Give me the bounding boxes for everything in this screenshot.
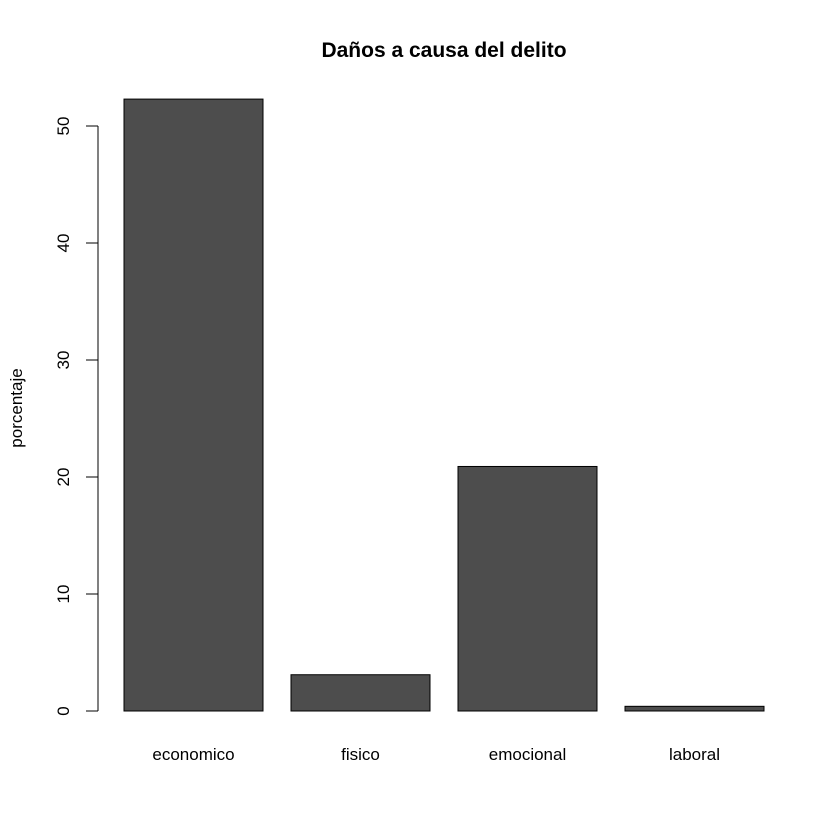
y-tick-label: 0 — [54, 706, 73, 715]
x-tick-label: economico — [152, 745, 234, 764]
y-tick-label: 40 — [54, 234, 73, 253]
y-tick-label: 10 — [54, 585, 73, 604]
x-tick-label: emocional — [489, 745, 567, 764]
y-tick-label: 20 — [54, 468, 73, 487]
bar-economico — [123, 98, 264, 712]
bar-fisico — [290, 674, 431, 712]
y-axis-label: porcentaje — [7, 368, 26, 447]
x-tick-label: fisico — [341, 745, 380, 764]
bars-group — [123, 98, 765, 712]
y-tick-label: 30 — [54, 351, 73, 370]
y-tick-label: 50 — [54, 117, 73, 136]
chart-title: Daños a causa del delito — [321, 39, 566, 62]
bar-emocional — [457, 465, 598, 712]
y-axis: 0 10 20 30 40 50 — [54, 117, 99, 716]
bar-laboral — [624, 705, 765, 712]
x-axis-labels: economico fisico emocional laboral — [152, 745, 720, 764]
x-tick-label: laboral — [669, 745, 720, 764]
